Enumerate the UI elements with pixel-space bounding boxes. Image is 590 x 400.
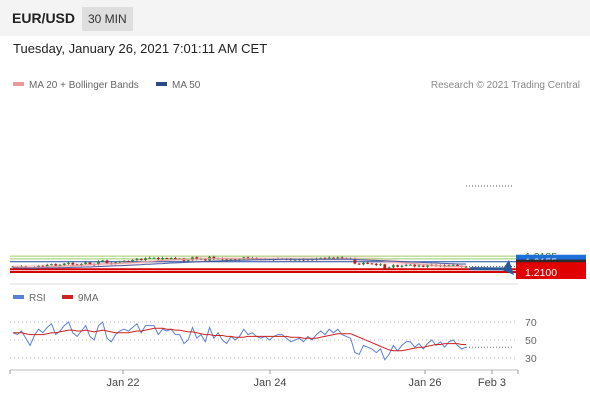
level-box-1.2100 (516, 265, 586, 279)
candle-bull (148, 257, 152, 259)
candle-bull (122, 260, 126, 262)
candle-bear (421, 265, 425, 267)
candle-bear (374, 263, 378, 266)
candle-bear (225, 259, 229, 261)
chart-header: EUR/USD 30 MIN (0, 0, 590, 36)
forecast-arrow-head (502, 260, 514, 275)
candle-bull (362, 262, 365, 265)
candle-bull (131, 260, 135, 262)
candle-bull (169, 257, 173, 259)
candle-bull (37, 265, 41, 268)
rsi-ma-line (13, 327, 466, 352)
candle-bull (152, 257, 156, 259)
candle-bear (212, 256, 216, 260)
ma50-legend: MA 50 (156, 80, 200, 91)
candle-bull (101, 260, 105, 262)
candle-bull (379, 264, 382, 266)
candle-bull (161, 257, 164, 260)
candle-bear (246, 257, 250, 259)
candle-bull (387, 267, 391, 269)
candle-bull (79, 263, 83, 266)
candle-bear (126, 260, 130, 262)
ma20-swatch-icon (13, 82, 24, 87)
candle-bear (139, 258, 143, 261)
ma50-swatch-icon (156, 82, 167, 87)
candle-bear (357, 263, 361, 265)
rsi-ma-legend: 9MA (62, 293, 99, 304)
candle-bull (451, 264, 455, 266)
candle-bear (41, 265, 45, 267)
rsi-line (12, 321, 467, 361)
candle-bull (135, 258, 139, 261)
candle-bear (456, 264, 459, 267)
candle-bear (88, 262, 92, 265)
level-label-1.2100: 1.2100 (525, 267, 557, 279)
x-tick-label: Feb 3 (478, 377, 506, 389)
candle-bull (58, 265, 62, 267)
candle-bear (396, 265, 400, 267)
rsi-ma-legend-label: 9MA (78, 293, 99, 304)
candle-bull (144, 258, 147, 261)
candle-bear (173, 257, 177, 259)
candle-bull (62, 263, 66, 266)
candle-bear (332, 257, 335, 259)
research-credit: Research © 2021 Trading Central (430, 80, 580, 91)
candle-bear (370, 263, 374, 265)
rsi-swatch-icon (13, 295, 24, 300)
timeframe-button[interactable]: 30 MIN (82, 7, 133, 31)
candle-bear (54, 264, 58, 266)
candle-bear (165, 257, 169, 259)
rsi-ma-swatch-icon (62, 295, 73, 300)
candle-bear (203, 258, 207, 261)
x-tick-label: Jan 26 (408, 377, 441, 389)
chart-timestamp: Tuesday, January 26, 2021 7:01:11 AM CET (13, 41, 268, 56)
candle-bull (464, 266, 468, 268)
candle-bull (391, 265, 395, 268)
rsi-tick-70: 70 (525, 317, 537, 329)
candle-bear (340, 257, 344, 259)
candle-bear (71, 262, 75, 265)
candle-bull (67, 262, 70, 264)
candle-bull (84, 262, 88, 264)
candle-bull (327, 257, 331, 259)
candle-bear (105, 260, 109, 264)
candle-bull (404, 264, 408, 266)
rsi-legend-label: RSI (29, 293, 46, 304)
candle-bull (97, 261, 100, 265)
candle-bull (400, 265, 404, 267)
candle-bull (297, 259, 301, 261)
candle-bull (45, 264, 49, 267)
candle-bear (156, 257, 160, 260)
candle-bull (293, 259, 297, 261)
instrument-symbol: EUR/USD (12, 10, 76, 26)
ma50-line (12, 258, 466, 269)
rsi-tick-30: 30 (525, 353, 537, 365)
candle-bear (366, 262, 370, 264)
candle-bull (417, 265, 421, 267)
candle-bear (195, 257, 199, 260)
x-tick-label: Jan 24 (253, 377, 286, 389)
candle-bull (409, 264, 412, 266)
candle-bear (302, 259, 306, 261)
ma20-legend-label: MA 20 + Bollinger Bands (29, 80, 139, 91)
candle-bear (383, 264, 387, 269)
rsi-tick-50: 50 (525, 335, 537, 347)
candle-bear (353, 258, 357, 264)
candle-bull (426, 265, 429, 267)
candle-bull (118, 261, 122, 263)
candle-bull (186, 260, 190, 262)
rsi-legend: RSI (13, 293, 46, 304)
ma20-legend: MA 20 + Bollinger Bands (13, 80, 139, 91)
ma20-line (13, 258, 466, 268)
candle-bear (233, 259, 237, 261)
candle-bear (413, 264, 417, 267)
candle-bull (336, 257, 340, 259)
candle-bull (50, 264, 53, 266)
ma50-legend-label: MA 50 (172, 80, 201, 91)
candle-bear (323, 257, 327, 259)
x-tick-label: Jan 22 (106, 377, 139, 389)
candle-bull (319, 257, 323, 259)
